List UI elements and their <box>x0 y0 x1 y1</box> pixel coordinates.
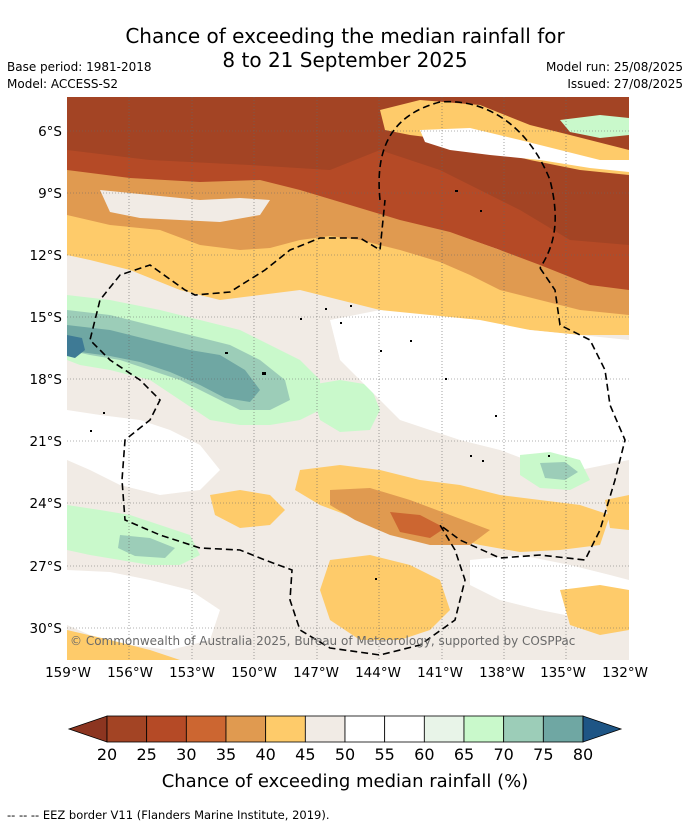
colorbar-segment <box>185 715 227 743</box>
region-peach-northwest <box>100 190 270 222</box>
colorbar-tick-label: 30 <box>176 745 197 764</box>
region-orange-se2 <box>605 495 629 530</box>
region-green-mid <box>310 380 380 432</box>
colorbar-under-triangle <box>67 715 108 743</box>
eez-border-french-polynesia <box>89 199 626 656</box>
meta-right: Model run: 25/08/2025 Issued: 27/08/2025 <box>546 59 683 93</box>
colorbar-tick-label: 55 <box>374 745 395 764</box>
region-orange-se <box>560 585 629 635</box>
colorbar-segment <box>106 715 148 743</box>
colorbar-tick-label: 40 <box>255 745 276 764</box>
region-dark-teal-west <box>67 335 85 358</box>
colorbar-segment <box>225 715 267 743</box>
model-text: Model: ACCESS-S2 <box>7 77 119 91</box>
colorbar-segment <box>146 715 187 743</box>
region-top-right-green <box>560 115 629 138</box>
colorbar-segment <box>503 715 544 743</box>
eez-border-marquesas <box>378 100 556 269</box>
eez-borders <box>89 100 626 656</box>
colorbar-tick-label: 65 <box>453 745 475 764</box>
copyright-text: © Commonwealth of Australia 2025, Bureau… <box>70 634 576 648</box>
region-orange-south-deep <box>390 512 445 538</box>
region-teal-west <box>67 325 260 402</box>
lon-label: 150°W <box>231 665 277 681</box>
lat-label: 30°S <box>29 621 63 637</box>
colorbar-over-triangle <box>582 715 623 743</box>
region-light-orange-north <box>67 215 629 335</box>
colorbar-tick-label: 25 <box>136 745 157 764</box>
colorbar-segment <box>423 715 465 743</box>
colorbar-title: Chance of exceeding median rainfall (%) <box>161 771 529 792</box>
eez-legend-footnote: -- -- -- EEZ border V11 (Flanders Marine… <box>7 808 330 822</box>
colorbar-segment <box>344 715 386 743</box>
island-markers <box>90 190 550 580</box>
region-orange-bottom-left <box>67 630 180 660</box>
colorbar-tick-label: 50 <box>334 745 356 764</box>
chart-title-line1: Chance of exceeding the median rainfall … <box>125 24 565 48</box>
region-teal-sw <box>118 535 175 558</box>
meta-left: Base period: 1981-2018 Model: ACCESS-S2 <box>7 59 152 93</box>
base-period-text: Base period: 1981-2018 <box>7 60 152 74</box>
colorbar-tick-label: 60 <box>414 745 435 764</box>
lon-label: 147°W <box>293 665 339 681</box>
lat-label: 18°S <box>29 372 63 388</box>
colorbar-tick-label: 35 <box>215 745 237 764</box>
lon-label: 153°W <box>169 665 215 681</box>
lon-label: 159°W <box>45 665 91 681</box>
colorbar-segment <box>463 715 505 743</box>
lat-label: 15°S <box>29 310 63 326</box>
colorbar-tick-label: 80 <box>572 745 594 764</box>
lat-label: 12°S <box>29 248 63 264</box>
region-orange-south-low <box>320 555 450 640</box>
rainfall-map <box>67 97 629 660</box>
lat-label: 21°S <box>29 434 63 450</box>
lat-label: 6°S <box>38 124 62 140</box>
colorbar-tick-label: 75 <box>533 745 554 764</box>
issued-text: Issued: 27/08/2025 <box>567 77 683 91</box>
colorbar-tick-label: 20 <box>96 745 118 764</box>
lon-label: 144°W <box>355 665 401 681</box>
colorbar-tick-label: 45 <box>295 745 316 764</box>
lat-label: 9°S <box>38 186 62 202</box>
chart-title-line2: 8 to 21 September 2025 <box>222 48 468 72</box>
colorbar-segment <box>265 715 306 743</box>
colorbar-segment <box>304 715 346 743</box>
lat-label: 24°S <box>29 496 63 512</box>
colorbar-tick-label: 70 <box>493 745 514 764</box>
colorbar-segment <box>384 715 425 743</box>
map-gridlines <box>67 97 629 660</box>
lat-label: 27°S <box>29 559 63 575</box>
region-orange-south <box>295 465 610 552</box>
region-teal-east <box>540 462 578 480</box>
lon-label: 138°W <box>479 665 525 681</box>
lon-label: 141°W <box>417 665 463 681</box>
region-white-center <box>330 310 629 470</box>
region-white-left <box>67 410 220 495</box>
lon-label: 132°W <box>602 665 648 681</box>
region-orange-southwest <box>210 490 285 528</box>
region-top-right-white <box>420 128 629 172</box>
lon-label: 135°W <box>540 665 586 681</box>
lon-label: 156°W <box>107 665 153 681</box>
model-run-text: Model run: 25/08/2025 <box>545 60 683 74</box>
colorbar-segment <box>542 715 584 743</box>
region-white-sw <box>67 570 220 650</box>
